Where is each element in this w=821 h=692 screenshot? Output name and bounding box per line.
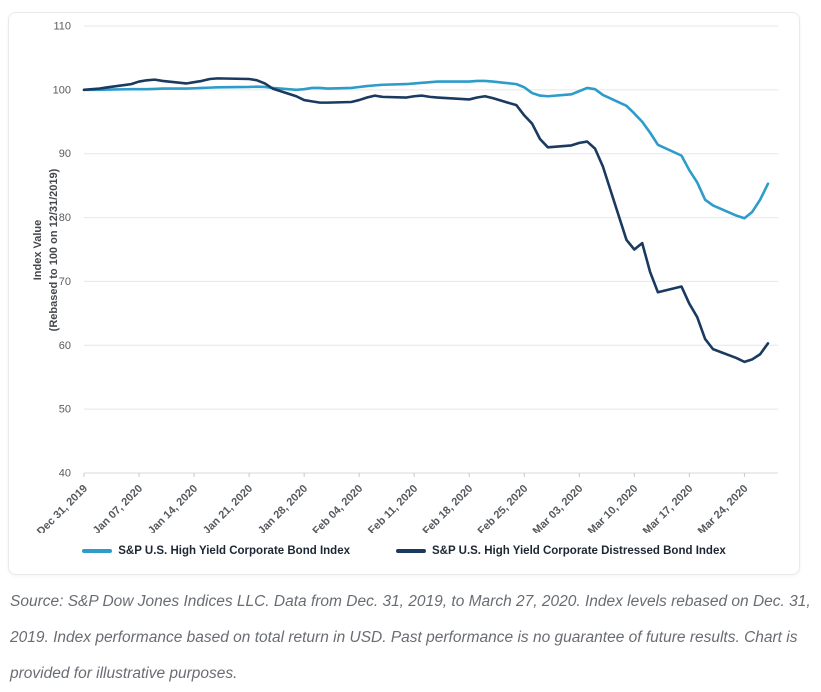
source-note: Source: S&P Dow Jones Indices LLC. Data … (10, 593, 811, 682)
legend-label-high-yield: S&P U.S. High Yield Corporate Bond Index (118, 545, 350, 557)
svg-text:Jan 14, 2020: Jan 14, 2020 (146, 483, 200, 533)
svg-text:Jan 21, 2020: Jan 21, 2020 (201, 483, 255, 533)
svg-text:Feb 11, 2020: Feb 11, 2020 (366, 483, 420, 533)
svg-text:40: 40 (59, 468, 71, 480)
svg-text:Feb 18, 2020: Feb 18, 2020 (421, 483, 476, 533)
svg-text:90: 90 (59, 148, 71, 160)
svg-text:70: 70 (59, 276, 71, 288)
legend-label-distressed: S&P U.S. High Yield Corporate Distressed… (432, 545, 726, 557)
svg-text:Mar 10, 2020: Mar 10, 2020 (586, 483, 641, 533)
svg-text:Jan 07, 2020: Jan 07, 2020 (91, 483, 145, 533)
svg-text:110: 110 (53, 21, 71, 33)
svg-text:Feb 04, 2020: Feb 04, 2020 (311, 483, 366, 533)
legend-swatch-high-yield-icon (82, 549, 113, 553)
svg-text:Feb 25, 2020: Feb 25, 2020 (476, 483, 531, 533)
legend-item-distressed: S&P U.S. High Yield Corporate Distressed… (396, 545, 726, 557)
svg-text:60: 60 (59, 340, 71, 352)
svg-text:Mar 24, 2020: Mar 24, 2020 (696, 483, 751, 533)
svg-text:80: 80 (59, 212, 71, 224)
svg-text:50: 50 (59, 404, 71, 416)
legend-swatch-distressed-icon (396, 549, 426, 553)
svg-text:Mar 03, 2020: Mar 03, 2020 (531, 483, 586, 533)
svg-text:Mar 17, 2020: Mar 17, 2020 (641, 483, 696, 533)
chart-legend: S&P U.S. High Yield Corporate Bond Index… (9, 545, 799, 557)
svg-text:Index Value(Rebased to 100 on: Index Value (Rebased to 100 on 12/31/2019… (32, 168, 60, 331)
svg-text:100: 100 (53, 84, 71, 96)
legend-item-high-yield: S&P U.S. High Yield Corporate Bond Index (82, 545, 350, 557)
svg-text:Jan 28, 2020: Jan 28, 2020 (256, 483, 310, 533)
bond-chart-svg: 40 50 60 70 80 90 100 110 Dec 31, 2019 Jan 07, 20… (32, 21, 778, 533)
svg-text:Dec 31, 2019: Dec 31, 2019 (35, 483, 90, 533)
chart-panel: 40 50 60 70 80 90 100 110 Dec 31, 2019 Jan 07, 20… (8, 12, 800, 575)
